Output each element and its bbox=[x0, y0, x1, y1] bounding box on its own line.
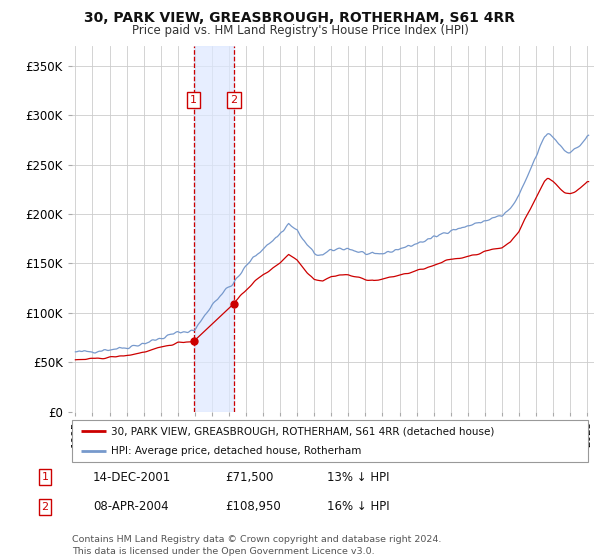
Bar bbox=[194, 46, 233, 412]
Text: Contains HM Land Registry data © Crown copyright and database right 2024.
This d: Contains HM Land Registry data © Crown c… bbox=[72, 535, 442, 556]
Text: 1: 1 bbox=[41, 472, 49, 482]
Text: 13% ↓ HPI: 13% ↓ HPI bbox=[327, 470, 389, 484]
Text: £108,950: £108,950 bbox=[225, 500, 281, 514]
Text: 2: 2 bbox=[230, 95, 238, 105]
Text: 30, PARK VIEW, GREASBROUGH, ROTHERHAM, S61 4RR: 30, PARK VIEW, GREASBROUGH, ROTHERHAM, S… bbox=[85, 11, 515, 25]
Text: 2: 2 bbox=[41, 502, 49, 512]
Text: £71,500: £71,500 bbox=[225, 470, 274, 484]
Text: 14-DEC-2001: 14-DEC-2001 bbox=[93, 470, 171, 484]
Text: Price paid vs. HM Land Registry's House Price Index (HPI): Price paid vs. HM Land Registry's House … bbox=[131, 24, 469, 36]
Text: 30, PARK VIEW, GREASBROUGH, ROTHERHAM, S61 4RR (detached house): 30, PARK VIEW, GREASBROUGH, ROTHERHAM, S… bbox=[110, 426, 494, 436]
Text: 08-APR-2004: 08-APR-2004 bbox=[93, 500, 169, 514]
Text: 16% ↓ HPI: 16% ↓ HPI bbox=[327, 500, 389, 514]
Text: HPI: Average price, detached house, Rotherham: HPI: Average price, detached house, Roth… bbox=[110, 446, 361, 456]
Text: 1: 1 bbox=[190, 95, 197, 105]
